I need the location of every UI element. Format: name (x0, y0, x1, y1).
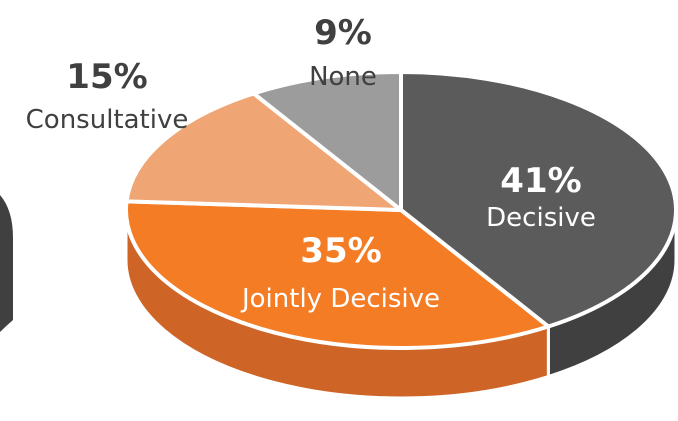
data-label-name-none: None (309, 62, 377, 92)
pie-slices (124, 70, 678, 350)
data-label-value-jointly-decisive: 35% (300, 231, 381, 271)
data-label-name-jointly-decisive: Jointly Decisive (240, 284, 440, 314)
data-label-value-none: 9% (314, 13, 372, 53)
data-label-value-consultative: 15% (66, 57, 147, 97)
data-label-name-consultative: Consultative (26, 105, 189, 135)
pie-slice-consultative (124, 91, 403, 212)
pie-labels: 41%Decisive 35% Jointly Decisive 15% Consult… (26, 13, 596, 314)
data-label-value-decisive: 41% (500, 161, 581, 201)
pie-slice-jointly-decisive (124, 199, 551, 350)
partial-pie-edge (0, 195, 13, 332)
pie-slice-none (251, 70, 403, 212)
data-label-name-decisive: Decisive (486, 203, 596, 233)
